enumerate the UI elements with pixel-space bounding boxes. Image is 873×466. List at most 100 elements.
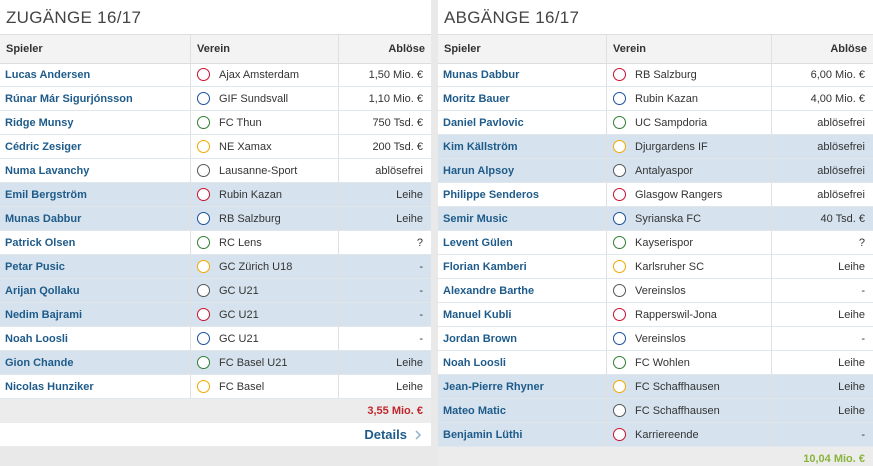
player-name[interactable]: Ridge Munsy <box>5 116 74 129</box>
header-cell: Spieler <box>6 43 43 55</box>
player-name[interactable]: Harun Alpsoy <box>443 164 515 177</box>
player-name[interactable]: Jean-Pierre Rhyner <box>443 380 544 393</box>
club-logo <box>197 164 210 177</box>
transfer-fee: 40 Tsd. € <box>771 207 873 230</box>
club-name[interactable]: NE Xamax <box>190 135 338 158</box>
transfer-row: Noah Loosli FC Wohlen Leihe <box>438 351 873 375</box>
club-name[interactable]: Djurgardens IF <box>606 135 771 158</box>
player-name[interactable]: Jordan Brown <box>443 332 517 345</box>
player-name[interactable]: Nedim Bajrami <box>5 308 83 321</box>
player-name[interactable]: Mateo Matic <box>443 404 506 417</box>
chevron[interactable] <box>415 430 423 440</box>
club-name[interactable]: Ajax Amsterdam <box>190 63 338 86</box>
club-name[interactable]: Kayserispor <box>606 231 771 254</box>
player-name[interactable]: Philippe Senderos <box>443 188 539 201</box>
club-logo <box>197 284 210 297</box>
club-name[interactable]: Antalyaspor <box>606 159 771 182</box>
player-name[interactable]: Patrick Olsen <box>5 236 76 249</box>
player-name[interactable]: Numa Lavanchy <box>5 164 90 177</box>
club-name[interactable]: Vereinslos <box>606 279 771 302</box>
player-name[interactable]: Levent Gülen <box>443 236 513 249</box>
header-cell: Spieler <box>444 43 481 55</box>
club-name[interactable]: Lausanne-Sport <box>190 159 338 182</box>
club-logo <box>197 356 210 369</box>
transfer-fee: ? <box>771 231 873 254</box>
player-name[interactable]: Semir Music <box>443 212 508 225</box>
transfer-row: Ridge Munsy FC Thun 750 Tsd. € <box>0 111 431 135</box>
player-name[interactable]: Munas Dabbur <box>443 68 520 81</box>
club-name[interactable]: UC Sampdoria <box>606 111 771 134</box>
transfer-fee: Leihe <box>338 183 431 206</box>
club-name[interactable]: FC Wohlen <box>606 351 771 374</box>
club-name[interactable]: Karriereende <box>606 423 771 446</box>
club-logo <box>613 260 626 273</box>
player-name[interactable]: Benjamin Lüthi <box>443 428 523 441</box>
club-name[interactable]: Rubin Kazan <box>606 87 771 110</box>
club-name[interactable]: GC U21 <box>190 303 338 326</box>
player-name[interactable]: Noah Loosli <box>5 332 68 345</box>
club-name[interactable]: Glasgow Rangers <box>606 183 771 206</box>
player-name[interactable]: Emil Bergström <box>5 188 87 201</box>
club-name[interactable]: Rapperswil-Jona <box>606 303 771 326</box>
club-name[interactable]: RC Lens <box>190 231 338 254</box>
club-logo <box>613 356 626 369</box>
club-logo <box>613 332 626 345</box>
club-logo <box>613 140 626 153</box>
transfer-row: Daniel Pavlovic UC Sampdoria ablösefrei <box>438 111 873 135</box>
club-name[interactable]: Syrianska FC <box>606 207 771 230</box>
club-logo <box>613 428 626 441</box>
chevron-line[interactable] <box>415 430 422 440</box>
player-name[interactable]: Daniel Pavlovic <box>443 116 524 129</box>
club-name[interactable]: GC U21 <box>190 327 338 350</box>
transfer-row: Harun Alpsoy Antalyaspor ablösefrei <box>438 159 873 183</box>
club-name[interactable]: GIF Sundsvall <box>190 87 338 110</box>
transfer-fee: - <box>338 279 431 302</box>
club-name[interactable]: FC Basel <box>190 375 338 398</box>
club-name[interactable]: FC Basel U21 <box>190 351 338 374</box>
transfer-row: Munas Dabbur RB Salzburg Leihe <box>0 207 431 231</box>
player-name[interactable]: Arijan Qollaku <box>5 284 80 297</box>
player-name[interactable]: Alexandre Barthe <box>443 284 535 297</box>
club-logo <box>613 404 626 417</box>
transfer-row: Benjamin Lüthi Karriereende - <box>438 423 873 447</box>
player-name[interactable]: Munas Dabbur <box>5 212 82 225</box>
transfer-row: Jean-Pierre Rhyner FC Schaffhausen Leihe <box>438 375 873 399</box>
player-name[interactable]: Cédric Zesiger <box>5 140 82 153</box>
player-name[interactable]: Manuel Kubli <box>443 308 512 321</box>
club-logo <box>197 236 210 249</box>
player-name[interactable]: Petar Pusic <box>5 260 65 273</box>
club-logo <box>613 380 626 393</box>
table-header: Spieler Verein Ablöse <box>0 34 431 64</box>
club-name[interactable]: Vereinslos <box>606 327 771 350</box>
transfer-fee: Leihe <box>338 207 431 230</box>
player-name[interactable]: Noah Loosli <box>443 356 506 369</box>
club-name[interactable]: Karlsruher SC <box>606 255 771 278</box>
details-link[interactable]: Details <box>364 427 407 442</box>
player-name[interactable]: Moritz Bauer <box>443 92 510 105</box>
club-logo <box>197 308 210 321</box>
club-name[interactable]: GC U21 <box>190 279 338 302</box>
player-name[interactable]: Rúnar Már Sigurjónsson <box>5 92 133 105</box>
club-logo <box>197 116 210 129</box>
club-name[interactable]: GC Zürich U18 <box>190 255 338 278</box>
club-name[interactable]: RB Salzburg <box>190 207 338 230</box>
transfer-row: Alexandre Barthe Vereinslos - <box>438 279 873 303</box>
header-cell: Ablöse <box>771 35 873 63</box>
club-logo <box>613 68 626 81</box>
player-name[interactable]: Kim Källström <box>443 140 518 153</box>
club-name[interactable]: FC Schaffhausen <box>606 399 771 422</box>
club-name[interactable]: Rubin Kazan <box>190 183 338 206</box>
club-name[interactable]: FC Schaffhausen <box>606 375 771 398</box>
club-name[interactable]: FC Thun <box>190 111 338 134</box>
transfer-fee: 200 Tsd. € <box>338 135 431 158</box>
club-name[interactable]: RB Salzburg <box>606 63 771 86</box>
club-logo <box>197 140 210 153</box>
transfer-row: Mateo Matic FC Schaffhausen Leihe <box>438 399 873 423</box>
player-name[interactable]: Nicolas Hunziker <box>5 380 94 393</box>
transfer-fee: - <box>338 255 431 278</box>
player-name[interactable]: Lucas Andersen <box>5 68 91 81</box>
player-name[interactable]: Gion Chande <box>5 356 74 369</box>
transfer-fee: - <box>771 279 873 302</box>
player-name[interactable]: Florian Kamberi <box>443 260 527 273</box>
